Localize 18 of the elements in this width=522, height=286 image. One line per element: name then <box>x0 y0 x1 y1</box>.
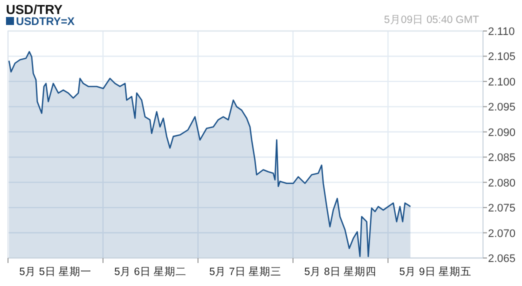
x-tick-label: 5月 9日 星期五 <box>399 266 472 278</box>
chart-title: USD/TRY <box>6 2 63 17</box>
y-tick-label: 2.070 <box>488 228 516 240</box>
y-tick-label: 2.075 <box>488 202 516 215</box>
y-tick-label: 2.100 <box>488 76 516 88</box>
y-tick-label: 2.080 <box>488 177 516 190</box>
y-tick-label: 2.110 <box>488 26 515 38</box>
y-tick-label: 2.085 <box>488 152 516 164</box>
y-tick-label: 2.105 <box>488 51 516 64</box>
text: 5月09日 05:40 GMT <box>384 14 480 26</box>
legend-label: USDTRY=X <box>16 16 76 28</box>
y-tick-label: 2.095 <box>488 102 516 114</box>
x-tick-label: 5月 7日 星期三 <box>209 266 282 278</box>
x-tick-label: 5月 5日 星期一 <box>19 266 92 278</box>
y-tick-label: 2.090 <box>488 126 516 139</box>
x-tick-label: 5月 8日 星期四 <box>304 266 377 278</box>
y-tick-label: 2.065 <box>488 253 516 265</box>
x-tick-label: 5月 6日 星期二 <box>114 266 187 278</box>
